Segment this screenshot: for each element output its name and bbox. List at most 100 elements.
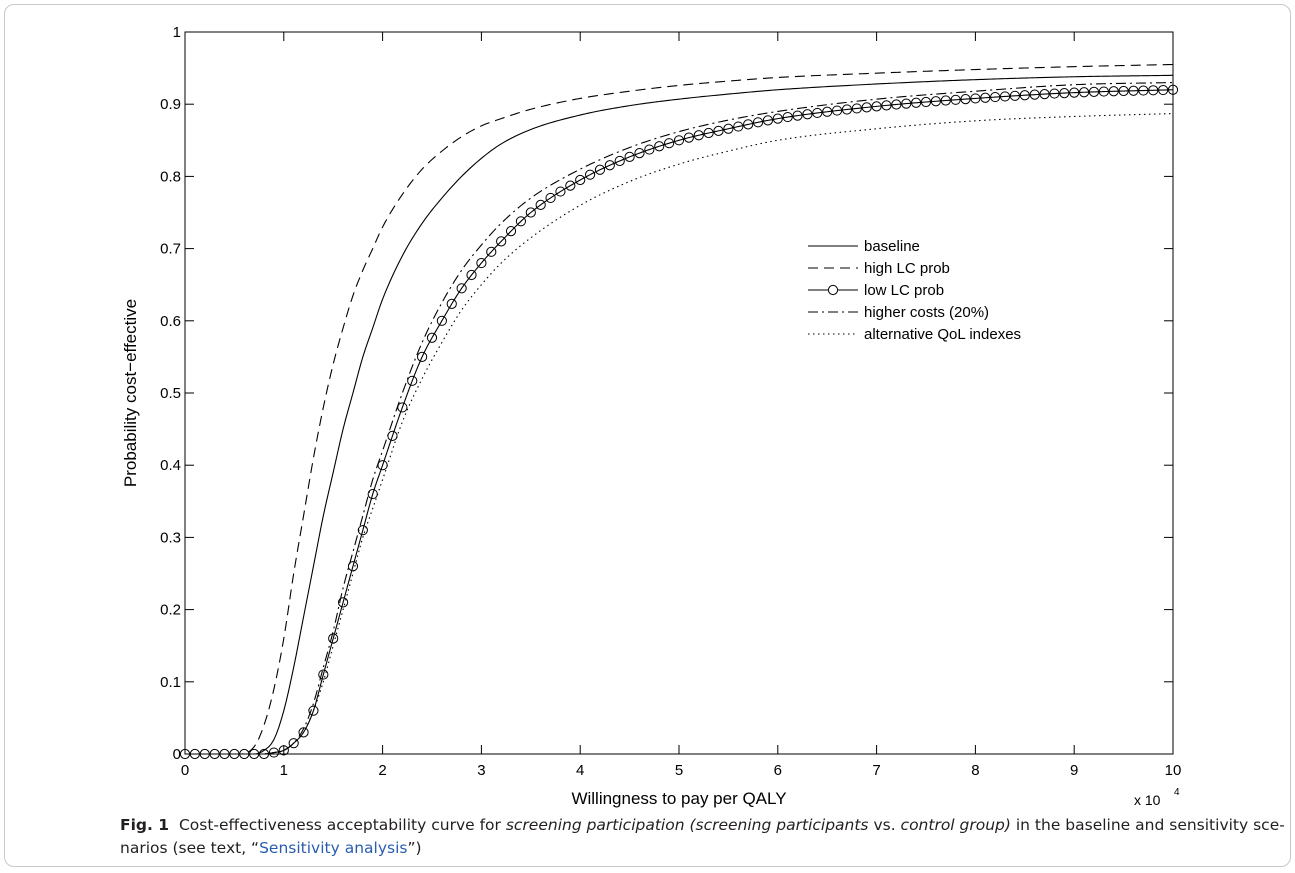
legend-marker-2 bbox=[827, 284, 839, 296]
series-marker-2-26 bbox=[436, 315, 447, 326]
figure-label: Fig. 1 bbox=[120, 816, 170, 834]
series-marker-2-60 bbox=[772, 113, 783, 124]
series-marker-2-34 bbox=[515, 216, 527, 227]
series-marker-2-35 bbox=[525, 207, 536, 218]
x-tick-label-9: 9 bbox=[1070, 762, 1078, 779]
series-marker-2-99 bbox=[1158, 84, 1169, 96]
series-marker-2-65 bbox=[822, 106, 833, 117]
series-marker-2-92 bbox=[1088, 86, 1100, 97]
series-marker-2-87 bbox=[1039, 89, 1050, 100]
series-marker-2-14 bbox=[318, 669, 329, 680]
series-marker-2-83 bbox=[999, 91, 1011, 102]
series-marker-2-80 bbox=[970, 93, 981, 104]
series-marker-2-11 bbox=[288, 738, 299, 749]
series-marker-2-64 bbox=[812, 107, 823, 119]
series-marker-2-27 bbox=[446, 298, 457, 309]
figure-caption: Fig. 1 Cost-effectiveness acceptability … bbox=[120, 814, 1290, 860]
series-marker-2-98 bbox=[1148, 85, 1159, 96]
series-marker-2-9 bbox=[268, 747, 280, 758]
series-marker-2-74 bbox=[911, 97, 922, 108]
y-tick-label-9: 0.9 bbox=[160, 96, 181, 113]
series-marker-2-69 bbox=[861, 102, 872, 113]
series-marker-2-46 bbox=[634, 147, 645, 159]
series-marker-2-56 bbox=[733, 121, 744, 132]
series-marker-2-68 bbox=[851, 103, 862, 114]
series-marker-2-70 bbox=[871, 101, 882, 112]
y-axis-label: Probability cost−effective bbox=[121, 299, 140, 487]
legend-label-3: higher costs (20%) bbox=[864, 304, 989, 321]
figure-frame bbox=[4, 4, 1291, 867]
series-marker-2-63 bbox=[802, 109, 813, 120]
series-marker-2-58 bbox=[752, 117, 764, 128]
series-marker-2-95 bbox=[1118, 85, 1129, 97]
legend-label-4: alternative QoL indexes bbox=[864, 326, 1021, 343]
series-marker-2-78 bbox=[950, 94, 961, 105]
series-marker-2-96 bbox=[1128, 85, 1139, 96]
series-marker-2-16 bbox=[337, 597, 349, 608]
caption-text-end: ”) bbox=[407, 839, 422, 857]
y-tick-label-0: 0 bbox=[173, 746, 181, 763]
y-tick-label-3: 0.3 bbox=[160, 529, 181, 546]
series-marker-2-71 bbox=[881, 100, 892, 111]
series-marker-2-97 bbox=[1138, 85, 1149, 96]
caption-vs: vs. bbox=[868, 816, 901, 834]
x-tick-label-4: 4 bbox=[576, 762, 584, 779]
series-marker-2-61 bbox=[782, 111, 793, 123]
series-marker-2-17 bbox=[347, 561, 359, 572]
x-multiplier-label: x 10 bbox=[1134, 792, 1161, 808]
series-marker-2-40 bbox=[575, 174, 586, 186]
series-marker-2-57 bbox=[743, 119, 754, 130]
series-marker-2-76 bbox=[930, 96, 941, 107]
series-marker-2-54 bbox=[713, 125, 724, 136]
series-marker-2-59 bbox=[762, 115, 774, 126]
sensitivity-analysis-link[interactable]: Sensitivity analysis bbox=[259, 839, 408, 857]
x-tick-label-1: 1 bbox=[280, 762, 288, 779]
x-multiplier-exponent: 4 bbox=[1174, 787, 1180, 798]
series-marker-2-38 bbox=[555, 186, 566, 197]
series-marker-2-91 bbox=[1078, 87, 1090, 98]
series-marker-2-25 bbox=[426, 332, 438, 343]
series-marker-2-72 bbox=[891, 99, 902, 110]
x-tick-label-8: 8 bbox=[971, 762, 979, 779]
x-tick-label-7: 7 bbox=[872, 762, 880, 779]
series-marker-2-85 bbox=[1019, 90, 1030, 101]
series-marker-2-88 bbox=[1049, 88, 1060, 99]
x-tick-label-5: 5 bbox=[675, 762, 683, 779]
series-marker-2-49 bbox=[664, 138, 675, 149]
series-marker-2-30 bbox=[476, 257, 487, 269]
series-marker-2-81 bbox=[980, 92, 991, 103]
series-marker-2-39 bbox=[565, 180, 576, 191]
series-marker-2-84 bbox=[1009, 90, 1021, 101]
series-marker-2-10 bbox=[278, 745, 289, 756]
caption-text-mid: in the baseline and sensitivity sce-nari… bbox=[120, 816, 1285, 857]
series-marker-2-31 bbox=[486, 246, 497, 257]
series-marker-2-18 bbox=[357, 525, 368, 536]
series-marker-2-77 bbox=[940, 95, 951, 106]
y-tick-label-2: 0.2 bbox=[160, 602, 181, 619]
series-marker-2-89 bbox=[1059, 88, 1070, 99]
series-marker-2-52 bbox=[693, 130, 704, 141]
caption-italic-1: screening participation (screening parti… bbox=[505, 816, 869, 834]
series-marker-2-79 bbox=[960, 94, 971, 105]
y-tick-label-6: 0.6 bbox=[160, 313, 181, 330]
x-axis-label: Willingness to pay per QALY bbox=[571, 789, 786, 808]
series-marker-2-23 bbox=[407, 375, 418, 386]
series-line-2 bbox=[185, 89, 1174, 755]
cost-effectiveness-chart: 0 1 2 3 4 5 6 7 8 9 10 0 0.1 0.2 0.3 0.4 0.5 0.6 0.7 0.8 0.9… bbox=[121, 24, 1181, 808]
series-marker-2-41 bbox=[584, 169, 596, 180]
series-marker-2-51 bbox=[683, 132, 694, 143]
series-marker-2-82 bbox=[990, 91, 1001, 103]
series-line-4 bbox=[185, 113, 1174, 755]
series-marker-2-62 bbox=[792, 110, 803, 121]
x-tick-label-3: 3 bbox=[477, 762, 485, 779]
series-marker-2-73 bbox=[901, 98, 912, 109]
series-marker-2-93 bbox=[1098, 86, 1109, 97]
y-tick-label-4: 0.4 bbox=[160, 457, 181, 474]
series-line-0 bbox=[185, 74, 1174, 755]
series-marker-2-55 bbox=[723, 123, 734, 134]
series-line-3 bbox=[185, 81, 1174, 755]
y-tick-label-1: 0.1 bbox=[160, 674, 181, 691]
caption-text-start: Cost-effectiveness acceptability curve f… bbox=[178, 816, 506, 834]
series-marker-2-94 bbox=[1108, 86, 1119, 97]
series-marker-2-53 bbox=[703, 127, 714, 139]
